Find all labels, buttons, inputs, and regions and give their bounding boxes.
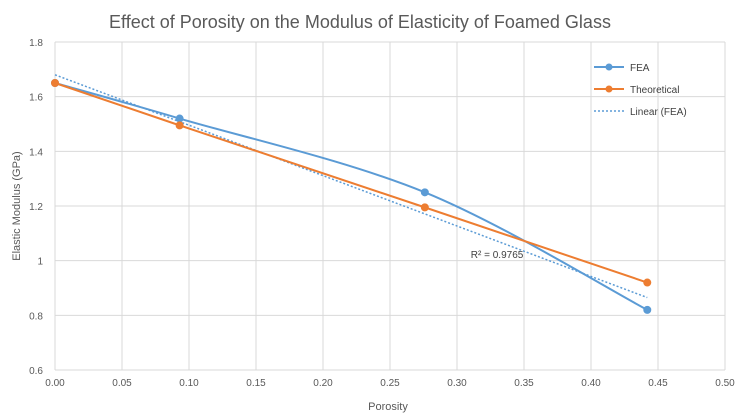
x-tick-label: 0.00 — [45, 378, 65, 389]
data-point-theoretical — [420, 203, 429, 212]
y-axis-title: Elastic Modulus (GPa) — [11, 151, 23, 260]
data-point-theoretical — [175, 121, 184, 130]
data-point-theoretical — [51, 79, 59, 87]
x-tick-label: 0.15 — [246, 378, 266, 389]
data-point-fea — [643, 305, 652, 314]
legend-marker-theoretical — [605, 85, 613, 93]
axes: 0.00 0.05 0.10 0.15 0.20 0.25 0.30 0.35 0.40 0.45… — [29, 38, 735, 389]
y-tick-label: 0.8 — [29, 311, 43, 322]
legend: FEA Theoretical Linear (FEA) — [594, 63, 687, 118]
x-tick-label: 0.45 — [648, 378, 668, 389]
chart-title: Effect of Porosity on the Modulus of Ela… — [109, 12, 611, 32]
x-tick-label: 0.20 — [313, 378, 333, 389]
x-tick-label: 0.50 — [715, 378, 735, 389]
data-point-fea — [420, 188, 429, 197]
x-axis-title: Porosity — [368, 401, 408, 413]
y-tick-label: 1.8 — [29, 38, 43, 49]
legend-label-linear-fea-: Linear (FEA) — [630, 107, 687, 118]
y-tick-label: 0.6 — [29, 366, 43, 377]
y-tick-label: 1.2 — [29, 202, 43, 213]
legend-label-fea: FEA — [630, 63, 650, 74]
x-tick-label: 0.30 — [447, 378, 467, 389]
data-point-theoretical — [643, 278, 652, 287]
series-line-theoretical — [54, 82, 648, 284]
y-tick-label: 1 — [37, 257, 43, 268]
x-tick-label: 0.05 — [112, 378, 132, 389]
legend-label-theoretical: Theoretical — [630, 85, 679, 96]
plot-area: R² = 0.9765 — [51, 74, 652, 314]
data-point-fea — [175, 114, 184, 123]
y-tick-label: 1.4 — [29, 147, 43, 158]
y-tick-label: 1.6 — [29, 93, 43, 104]
gridlines — [54, 41, 726, 371]
x-tick-label: 0.10 — [179, 378, 199, 389]
x-tick-label: 0.35 — [514, 378, 534, 389]
series-line-fea — [54, 82, 648, 311]
r-squared-label: R² = 0.9765 — [471, 250, 524, 261]
legend-marker-fea — [605, 63, 613, 71]
x-tick-label: 0.40 — [581, 378, 601, 389]
x-tick-label: 0.25 — [380, 378, 400, 389]
